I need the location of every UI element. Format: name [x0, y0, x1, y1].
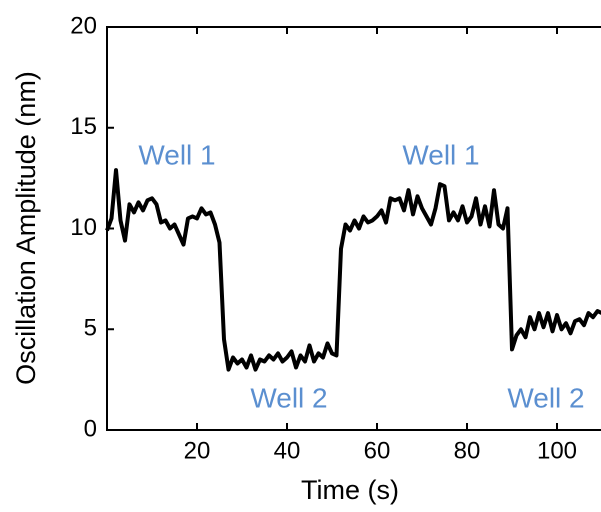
annotation: Well 1: [138, 139, 215, 170]
x-axis-label: Time (s): [301, 475, 399, 505]
y-tick-label: 0: [84, 415, 97, 442]
y-tick-label: 15: [70, 113, 97, 140]
x-tick-label: 80: [454, 437, 481, 464]
x-tick-label: 40: [274, 437, 301, 464]
x-tick-label: 100: [537, 437, 577, 464]
y-tick-label: 20: [70, 12, 97, 39]
annotation: Well 2: [250, 382, 327, 413]
data-line: [105, 168, 601, 372]
annotation: Well 2: [507, 382, 584, 413]
annotation: Well 1: [402, 139, 479, 170]
y-axis-label: Oscillation Amplitude (nm): [11, 71, 41, 385]
y-tick-label: 5: [84, 315, 97, 342]
axis-frame: [106, 26, 601, 431]
x-tick-label: 20: [184, 437, 211, 464]
y-tick-label: 10: [70, 214, 97, 241]
x-tick-label: 60: [364, 437, 391, 464]
